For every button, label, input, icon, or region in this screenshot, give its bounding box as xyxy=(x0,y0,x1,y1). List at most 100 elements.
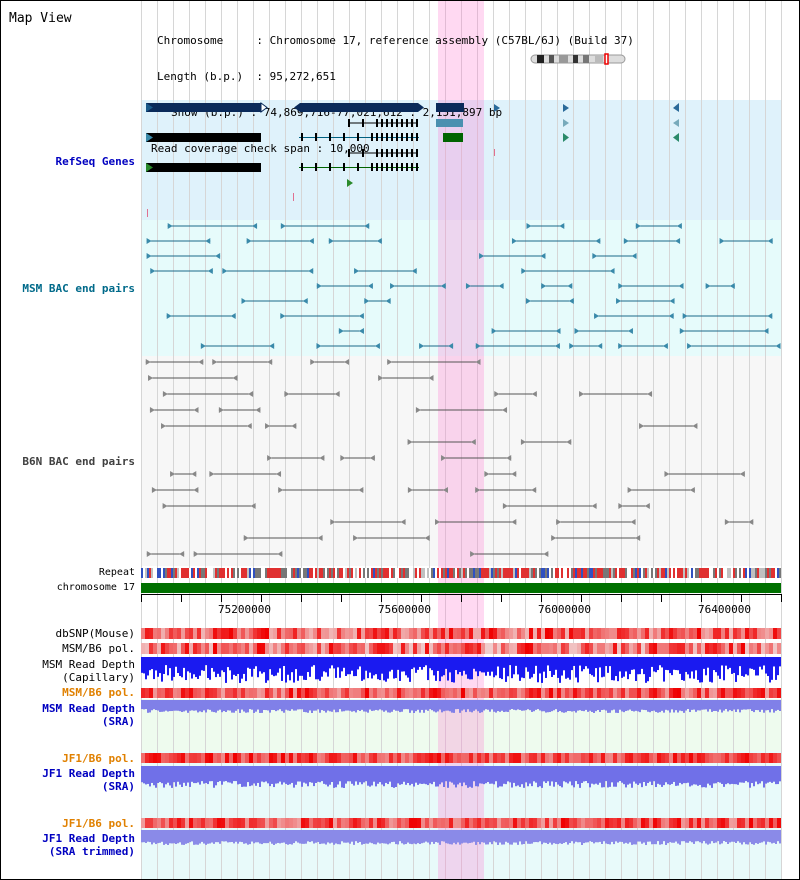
grid-line xyxy=(349,1,350,879)
axis-tick xyxy=(421,594,422,602)
axis-tick xyxy=(741,594,742,602)
axis-tick-label: 75200000 xyxy=(218,603,271,616)
grid-line xyxy=(381,1,382,879)
grid-line xyxy=(557,1,558,879)
grid-line xyxy=(429,1,430,879)
axis-tick-label: 75600000 xyxy=(378,603,431,616)
msm-depth-cap-label[interactable]: MSM Read Depth (Capillary) xyxy=(1,658,135,684)
msm-depth-cap-line1: MSM Read Depth xyxy=(42,658,135,671)
chromosome-ideogram[interactable] xyxy=(529,53,629,65)
dbsnp-heatmap[interactable] xyxy=(141,628,781,639)
grid-line xyxy=(717,1,718,879)
grid-line xyxy=(605,1,606,879)
msm-b6-pol-label-2[interactable]: MSM/B6 pol. xyxy=(62,686,135,699)
grid-line xyxy=(637,1,638,879)
jf1-depth-trimmed-chart[interactable] xyxy=(141,830,781,846)
msm-b6-pol-label[interactable]: MSM/B6 pol. xyxy=(62,642,135,655)
jf1-depth-sra-chart[interactable] xyxy=(141,766,781,790)
gene-models[interactable] xyxy=(146,102,679,217)
chromosome-key: Chromosome xyxy=(157,34,224,47)
axis-tick xyxy=(661,594,662,602)
dbsnp-track-label[interactable]: dbSNP(Mouse) xyxy=(55,627,135,640)
b6n-bac-track[interactable] xyxy=(141,356,781,566)
span-value: 10,000 xyxy=(329,142,370,155)
jf1-pol-heatmap-2[interactable] xyxy=(141,818,781,828)
axis-tick xyxy=(181,594,182,602)
grid-line xyxy=(141,1,142,879)
length-key: Length (b.p.) xyxy=(157,70,244,83)
axis-tick xyxy=(261,594,262,602)
grid-line xyxy=(269,1,270,879)
grid-line xyxy=(589,1,590,879)
selected-region-highlight[interactable] xyxy=(438,1,484,879)
jf1-pol-heatmap[interactable] xyxy=(141,753,781,763)
grid-line xyxy=(445,1,446,879)
jf1-depth-label[interactable]: JF1 Read Depth (SRA) xyxy=(1,767,135,793)
grid-line xyxy=(669,1,670,879)
b6n-bac-track-label[interactable]: B6N BAC end pairs xyxy=(22,455,135,468)
axis-tick xyxy=(701,594,702,602)
grid-line xyxy=(365,1,366,879)
jf1-depth-line1: JF1 Read Depth xyxy=(42,767,135,780)
grid-line xyxy=(461,1,462,879)
grid-line xyxy=(301,1,302,879)
grid-line xyxy=(541,1,542,879)
span-key: Read coverage check span xyxy=(151,142,310,155)
grid-line xyxy=(317,1,318,879)
grid-line xyxy=(749,1,750,879)
refseq-genes-track[interactable] xyxy=(141,100,781,220)
length-value: 95,272,651 xyxy=(269,70,336,83)
msm-depth-sra-chart[interactable] xyxy=(141,700,781,720)
axis-tick xyxy=(501,594,502,602)
gene-exons xyxy=(301,119,418,171)
axis-tick xyxy=(461,594,462,602)
msm-depth-capillary-chart[interactable] xyxy=(141,657,781,685)
jf1-depth-line2: (SRA) xyxy=(101,780,135,793)
grid-line xyxy=(189,1,190,879)
chromosome-bar[interactable] xyxy=(141,583,781,593)
refseq-track-label[interactable]: RefSeq Genes xyxy=(55,155,135,168)
grid-line xyxy=(205,1,206,879)
msm-bac-track-label[interactable]: MSM BAC end pairs xyxy=(22,282,135,295)
axis-tick xyxy=(781,594,782,602)
axis-tick-label: 76400000 xyxy=(698,603,751,616)
jf1-pol-label[interactable]: JF1/B6 pol. xyxy=(62,752,135,765)
jf1-trim-line1: JF1 Read Depth xyxy=(42,832,135,845)
axis-tick xyxy=(581,594,582,602)
msm-depth-cap-line2: (Capillary) xyxy=(62,671,135,684)
chromosome-track-label[interactable]: chromosome 17 xyxy=(56,582,135,593)
grid-line xyxy=(413,1,414,879)
grid-line xyxy=(285,1,286,879)
msm-bac-track[interactable] xyxy=(141,220,781,356)
axis-tick xyxy=(141,594,142,602)
axis-tick xyxy=(621,594,622,602)
grid-line xyxy=(493,1,494,879)
grid-line xyxy=(701,1,702,879)
jf1-trim-line2: (SRA trimmed) xyxy=(48,845,135,858)
grid-line xyxy=(781,1,782,879)
jf1-pol-label-2[interactable]: JF1/B6 pol. xyxy=(62,817,135,830)
grid-line xyxy=(173,1,174,879)
repeat-track[interactable] xyxy=(141,568,781,578)
grid-line xyxy=(765,1,766,879)
header-info: Chromosome : Chromosome 17, reference as… xyxy=(151,11,634,179)
grid-line xyxy=(477,1,478,879)
grid-line xyxy=(573,1,574,879)
grid-line xyxy=(525,1,526,879)
msm-b6-pol-heatmap-2[interactable] xyxy=(141,688,781,698)
jf1-trim-label[interactable]: JF1 Read Depth (SRA trimmed) xyxy=(1,832,135,858)
grid-line xyxy=(733,1,734,879)
repeat-track-label[interactable]: Repeat xyxy=(98,567,135,578)
page-title: Map View xyxy=(9,11,72,26)
msm-depth-sra-line2: (SRA) xyxy=(101,715,135,728)
msm-b6-pol-heatmap[interactable] xyxy=(141,643,781,654)
chromosome-row: Chromosome : Chromosome 17, reference as… xyxy=(157,34,634,47)
grid-line xyxy=(621,1,622,879)
grid-line xyxy=(237,1,238,879)
grid-line xyxy=(333,1,334,879)
axis-tick xyxy=(541,594,542,602)
axis-tick xyxy=(221,594,222,602)
msm-depth-sra-line1: MSM Read Depth xyxy=(42,702,135,715)
msm-depth-sra-label[interactable]: MSM Read Depth (SRA) xyxy=(1,702,135,728)
